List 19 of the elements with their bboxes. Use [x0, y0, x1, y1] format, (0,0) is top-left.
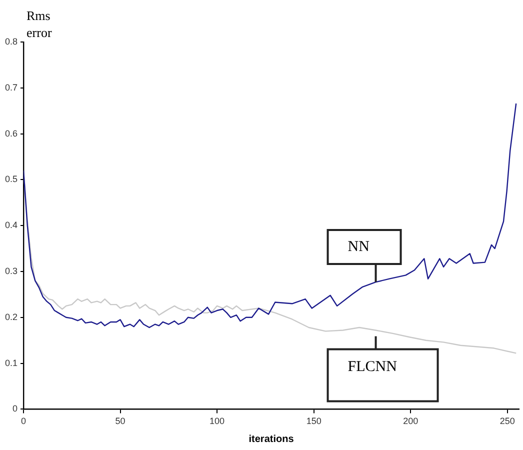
y-tick-label: 0.2: [4, 312, 18, 322]
y-tick-label: 0.5: [4, 174, 18, 184]
y-tick-label: 0: [12, 404, 18, 414]
x-axis-title: iterations: [248, 434, 294, 446]
y-tick-label: 0.8: [4, 36, 18, 46]
y-tick-label: 0.1: [4, 358, 18, 368]
x-tick-label: 0: [21, 416, 26, 426]
series-label: NN: [348, 238, 370, 255]
x-tick-label: 100: [210, 416, 225, 426]
series-label: FLCNN: [348, 359, 398, 376]
y-tick-label: 0.3: [4, 266, 18, 276]
x-tick-label: 50: [115, 416, 126, 426]
y-tick-label: 0.6: [4, 128, 18, 138]
x-tick-label: 150: [306, 416, 322, 426]
y-axis-title: Rms error: [26, 8, 52, 40]
x-tick-label: 250: [500, 416, 515, 426]
x-tick-label: 200: [403, 416, 418, 426]
y-tick-label: 0.7: [4, 82, 18, 92]
y-tick-label: 0.4: [4, 220, 18, 230]
